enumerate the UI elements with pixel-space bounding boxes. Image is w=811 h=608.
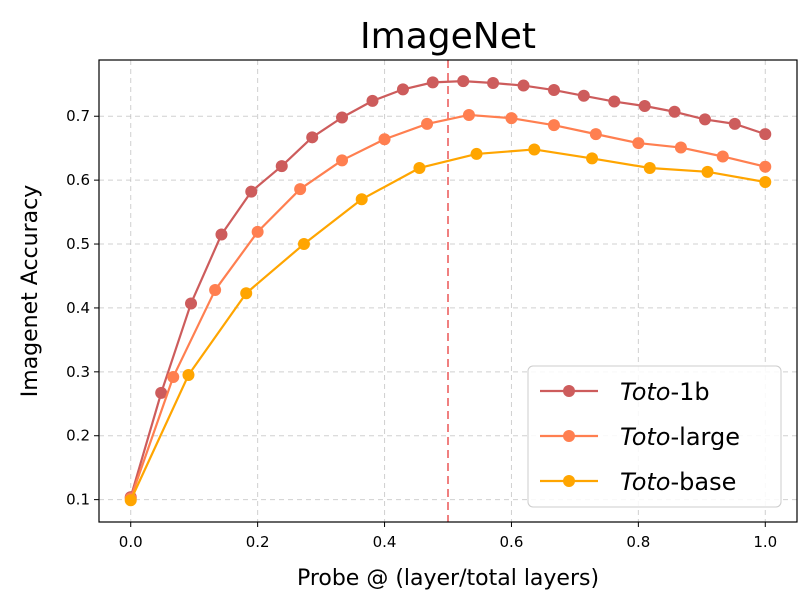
series-line bbox=[129, 79, 766, 498]
x-tick-label: 0.0 bbox=[119, 533, 143, 551]
data-point bbox=[759, 128, 772, 141]
y-tick-label: 0.5 bbox=[66, 235, 90, 253]
data-point bbox=[297, 238, 310, 251]
series-1 bbox=[124, 75, 772, 504]
x-tick-label: 1.0 bbox=[753, 533, 777, 551]
legend-label-suffix: -large bbox=[670, 423, 739, 451]
data-point bbox=[336, 111, 349, 124]
y-tick-label: 0.6 bbox=[66, 171, 90, 189]
data-point bbox=[528, 143, 541, 156]
data-point bbox=[209, 284, 222, 297]
data-point bbox=[457, 75, 470, 88]
data-point bbox=[470, 147, 483, 160]
data-point bbox=[716, 150, 729, 163]
legend-label: Toto-base bbox=[620, 468, 736, 496]
data-point bbox=[462, 108, 475, 121]
y-tick-label: 0.4 bbox=[66, 299, 90, 317]
data-point bbox=[577, 89, 590, 102]
legend-label-suffix: -base bbox=[670, 468, 736, 496]
series-3 bbox=[124, 143, 772, 507]
y-axis-title: Imagenet Accuracy bbox=[18, 185, 43, 397]
data-point bbox=[215, 228, 228, 241]
legend-marker bbox=[563, 430, 575, 442]
data-point bbox=[355, 193, 368, 206]
data-point bbox=[366, 94, 379, 107]
data-point bbox=[421, 117, 434, 130]
data-point bbox=[185, 297, 198, 310]
x-tick-label: 0.6 bbox=[500, 533, 524, 551]
data-point bbox=[728, 117, 741, 130]
data-point bbox=[124, 494, 137, 507]
data-point bbox=[240, 287, 253, 300]
y-tick-label: 0.2 bbox=[66, 427, 90, 445]
data-point bbox=[517, 79, 530, 92]
x-tick-label: 0.2 bbox=[246, 533, 270, 551]
data-point bbox=[251, 225, 264, 238]
x-axis-title: Probe @ (layer/total layers) bbox=[297, 566, 599, 591]
legend-marker bbox=[563, 385, 575, 397]
legend-label: Toto-large bbox=[620, 423, 740, 451]
axis-ticks: 0.0 0.2 0.4 0.6 0.8 1.0 0.1 0.2 0.3 0.4 0.5 0.6 0.7 bbox=[66, 107, 777, 551]
data-point bbox=[632, 137, 645, 150]
plot-frame bbox=[98, 59, 798, 523]
chart-title: ImageNet bbox=[360, 16, 536, 57]
y-tick-label: 0.7 bbox=[66, 107, 90, 125]
data-point bbox=[306, 131, 319, 144]
series-line bbox=[129, 148, 766, 501]
legend-box bbox=[527, 365, 782, 508]
y-tick-label: 0.3 bbox=[66, 363, 90, 381]
data-point bbox=[245, 185, 258, 198]
data-point bbox=[275, 160, 288, 173]
data-point bbox=[336, 154, 349, 167]
legend-label-italic: Toto bbox=[620, 378, 670, 406]
data-point bbox=[426, 76, 439, 89]
data-point bbox=[182, 369, 195, 382]
data-point bbox=[547, 84, 560, 97]
data-point bbox=[668, 105, 681, 118]
data-point bbox=[759, 160, 772, 173]
series-group bbox=[124, 75, 772, 507]
data-point bbox=[378, 133, 391, 146]
y-tick-label: 0.1 bbox=[66, 491, 90, 509]
data-point bbox=[294, 183, 307, 196]
data-point bbox=[589, 128, 602, 141]
data-point bbox=[638, 100, 651, 113]
legend-label-italic: Toto bbox=[620, 468, 670, 496]
data-point bbox=[698, 113, 711, 126]
data-point bbox=[547, 119, 560, 132]
data-point bbox=[167, 370, 180, 383]
data-point bbox=[586, 152, 599, 165]
data-point bbox=[701, 165, 714, 178]
data-point bbox=[155, 386, 168, 399]
x-tick-label: 0.8 bbox=[626, 533, 650, 551]
legend-label-suffix: -1b bbox=[670, 378, 709, 406]
data-point bbox=[396, 83, 409, 96]
data-point bbox=[643, 161, 656, 174]
legend-marker bbox=[563, 475, 575, 487]
legend-label: Toto-1b bbox=[620, 378, 710, 406]
data-point bbox=[487, 77, 500, 90]
data-point bbox=[413, 161, 426, 174]
data-point bbox=[759, 176, 772, 189]
data-point bbox=[505, 112, 518, 125]
series-line bbox=[129, 113, 766, 499]
x-tick-label: 0.4 bbox=[373, 533, 397, 551]
data-point bbox=[674, 141, 687, 154]
data-point bbox=[608, 95, 621, 108]
legend-label-italic: Toto bbox=[620, 423, 670, 451]
